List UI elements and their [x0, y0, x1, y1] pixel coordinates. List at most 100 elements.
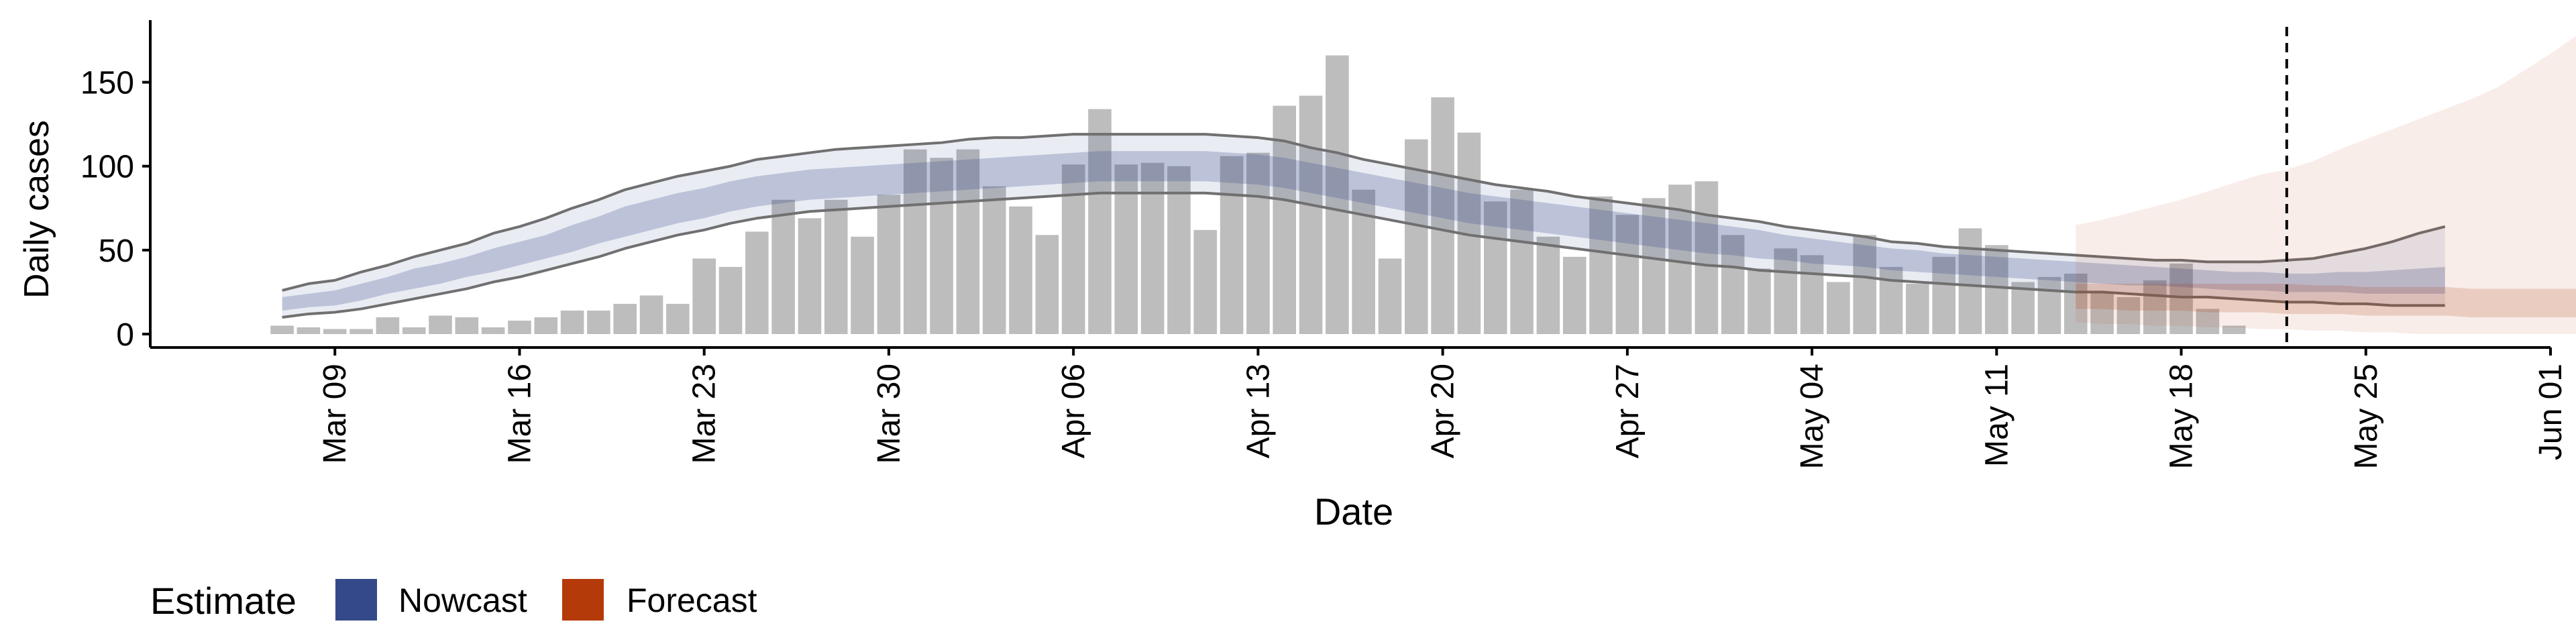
observed-bar	[1061, 164, 1085, 334]
observed-bar	[903, 149, 927, 334]
observed-bar	[2169, 263, 2193, 334]
observed-bar	[639, 295, 663, 334]
x-tick-label: May 04	[1794, 364, 1830, 469]
observed-bar	[587, 310, 610, 334]
observed-bar	[771, 199, 795, 334]
nowcast-upper-outline	[282, 133, 2446, 292]
observed-bar	[1748, 268, 1771, 334]
observed-bar	[402, 327, 426, 334]
x-tick-label: Apr 06	[1056, 364, 1091, 458]
observed-bar	[2116, 297, 2141, 334]
observed-bar	[982, 186, 1006, 334]
forecast-ribbons	[2076, 36, 2576, 334]
x-tick-label: Apr 20	[1426, 364, 1461, 458]
observed-bar	[270, 325, 294, 334]
y-tick-label: 50	[99, 233, 134, 269]
observed-bar	[666, 303, 690, 334]
observed-bar	[824, 199, 848, 334]
nowcast-90-ribbon	[282, 134, 2445, 317]
observed-bar	[1562, 256, 1587, 334]
observed-bar	[1431, 97, 1454, 334]
observed-bar	[1246, 152, 1270, 334]
observed-bar	[350, 329, 373, 334]
legend-swatch-forecast	[562, 579, 604, 621]
x-tick-label: May 25	[2349, 364, 2384, 469]
observed-bar	[1378, 258, 1402, 334]
x-tick-label: Jun 01	[2533, 364, 2569, 460]
x-axis-label: Date	[1314, 490, 1393, 533]
nowcast-lower-outline	[282, 191, 2445, 319]
observed-bar	[1009, 206, 1032, 334]
observed-bar	[798, 218, 822, 334]
y-tick-label: 0	[116, 317, 134, 353]
legend: Estimate Nowcast Forecast	[150, 579, 757, 622]
observed-bar	[2196, 309, 2220, 334]
observed-bar	[1193, 229, 1218, 334]
observed-bar	[2011, 282, 2035, 334]
observed-bar	[1906, 283, 1929, 334]
observed-bar	[376, 317, 400, 334]
observed-bar	[613, 303, 637, 334]
observed-bar	[877, 195, 901, 334]
x-tick-label: May 18	[2164, 364, 2200, 469]
x-tick-label: Mar 30	[871, 364, 907, 464]
observed-bar	[297, 327, 321, 334]
observed-bar	[1589, 196, 1613, 334]
observed-bar	[1536, 236, 1560, 334]
observed-bar	[1615, 215, 1640, 334]
legend-swatch-nowcast	[335, 579, 377, 621]
observed-bar	[1299, 95, 1323, 334]
observed-bar	[1220, 156, 1244, 334]
observed-bar	[692, 258, 716, 334]
observed-bar	[930, 158, 953, 334]
observed-bar	[851, 236, 874, 334]
y-tick-label: 150	[80, 66, 134, 101]
observed-bar	[1932, 256, 1955, 334]
observed-bar	[2090, 292, 2114, 334]
x-tick-label: May 11	[1979, 364, 2015, 467]
observed-bar	[1985, 245, 2008, 334]
observed-bar	[455, 317, 479, 334]
observed-bar	[1958, 228, 1982, 334]
observed-bar	[718, 266, 743, 334]
observed-bar	[1642, 198, 1666, 334]
forecast-50-ribbon	[2076, 283, 2576, 317]
observed-bar	[323, 329, 347, 334]
observed-bar	[1721, 235, 1745, 334]
observed-bar	[1510, 189, 1534, 334]
legend-title: Estimate	[150, 580, 297, 622]
nowcast-ribbons	[282, 133, 2446, 319]
observed-bar	[1035, 235, 1059, 334]
observed-bar	[1853, 235, 1877, 334]
observed-bar	[1483, 201, 1507, 334]
observed-bar	[2143, 280, 2167, 334]
observed-bar	[481, 327, 505, 334]
observed-bar	[534, 317, 558, 334]
observed-bar	[2037, 276, 2061, 334]
observed-bar	[429, 315, 452, 334]
observed-bar	[2063, 273, 2088, 334]
y-tick-label: 100	[80, 150, 134, 185]
observed-bar	[2222, 325, 2246, 334]
y-axis-label: Daily cases	[17, 120, 56, 299]
observed-bar	[745, 231, 769, 334]
legend-label-nowcast: Nowcast	[398, 582, 527, 619]
observed-bar	[1326, 55, 1349, 334]
observed-bar	[1695, 181, 1719, 334]
x-tick-label: Mar 09	[317, 364, 353, 464]
x-tick-label: Mar 16	[502, 364, 537, 464]
observed-bar	[1774, 248, 1798, 334]
axes: 0 50 100 150 Mar 09 Mar 16 Mar 23 Mar 30 Apr 06 A…	[80, 20, 2569, 469]
observed-bar	[560, 310, 584, 334]
observed-bar	[1088, 109, 1112, 334]
x-tick-label: Apr 27	[1610, 364, 1646, 458]
nowcast-50-ribbon	[282, 151, 2445, 311]
observed-bar	[508, 320, 531, 334]
observed-bar	[1800, 255, 1824, 334]
x-tick-label: Mar 23	[687, 364, 722, 464]
observed-bar	[956, 149, 980, 334]
observed-bar	[1827, 282, 1850, 334]
forecast-90-ribbon	[2076, 36, 2576, 334]
x-tick-label: Apr 13	[1240, 364, 1276, 458]
